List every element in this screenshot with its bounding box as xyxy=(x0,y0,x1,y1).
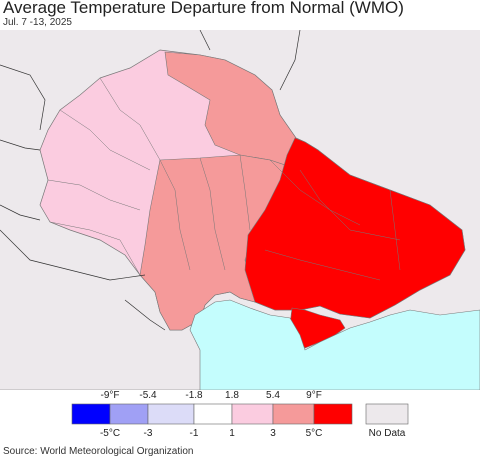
source-credit: Source: World Meteorological Organizatio… xyxy=(3,446,194,457)
legend-c-label: -1 xyxy=(190,428,199,439)
legend-c-label: 1 xyxy=(229,428,235,439)
legend-f-labels: -9°F -5.4 -1.8 1.8 5.4 9°F xyxy=(101,390,322,401)
legend-f-label: -5.4 xyxy=(139,390,157,401)
legend-swatch xyxy=(109,403,149,425)
legend-f-label: 5.4 xyxy=(266,390,280,401)
legend-swatch xyxy=(147,403,195,425)
legend-swatches xyxy=(71,403,409,425)
legend-swatch xyxy=(313,403,353,425)
country-borders xyxy=(0,30,301,331)
legend-f-label: 9°F xyxy=(306,390,322,401)
legend-f-label: -9°F xyxy=(101,390,120,401)
region-red-east xyxy=(244,137,466,319)
legend-swatch xyxy=(272,403,315,425)
black-sea xyxy=(0,299,480,390)
legend-swatch xyxy=(231,403,274,425)
legend-nodata-swatch xyxy=(365,403,409,425)
legend-swatch xyxy=(193,403,233,425)
legend-c-labels: -5°C -3 -1 1 3 5°C No Data xyxy=(100,428,406,439)
legend-c-label: 3 xyxy=(270,428,276,439)
oblast-borders xyxy=(47,77,401,281)
legend-f-label: 1.8 xyxy=(225,390,239,401)
legend-c-label: 5°C xyxy=(306,428,323,439)
legend-f-label: -1.8 xyxy=(185,390,203,401)
legend-c-label: -3 xyxy=(144,428,153,439)
temperature-map xyxy=(0,30,480,390)
legend: -9°F -5.4 -1.8 1.8 5.4 9°F -5°C -3 -1 1 … xyxy=(71,390,409,439)
legend-c-label: -5°C xyxy=(100,428,120,439)
legend-swatch xyxy=(71,403,111,425)
date-range: Jul. 7 -13, 2025 xyxy=(3,17,72,28)
map-title: Average Temperature Departure from Norma… xyxy=(3,0,404,17)
legend-nodata-label: No Data xyxy=(369,428,406,439)
